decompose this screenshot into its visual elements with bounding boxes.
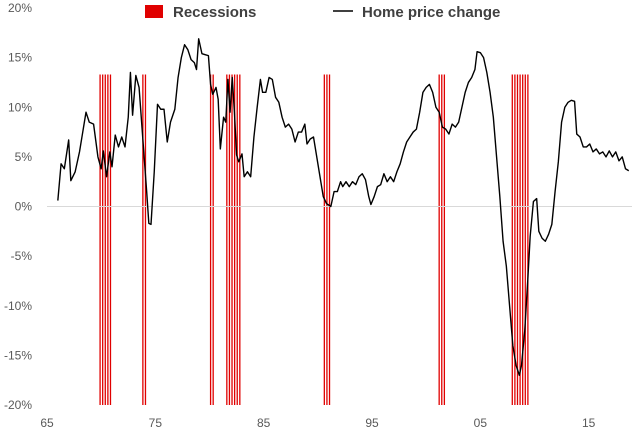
- legend: Recessions Home price change: [145, 4, 500, 21]
- recession-band-4: [226, 74, 241, 405]
- y-axis-tick-labels: -20% -15% -10% -5% 0% 5% 10% 15% 20%: [4, 1, 32, 412]
- legend-swatch-recessions: [145, 5, 163, 18]
- recession-band-6: [438, 74, 446, 405]
- y-tick-label: 0%: [15, 200, 33, 214]
- series-layer: [57, 38, 630, 376]
- y-tick-label: -5%: [11, 249, 33, 263]
- x-axis-tick-labels: 65 75 85 95 05 15: [40, 416, 595, 430]
- x-tick-label: 95: [365, 416, 379, 430]
- series-line-home-price-change: [57, 38, 630, 376]
- recession-band-3: [209, 74, 214, 405]
- y-tick-label: 10%: [8, 100, 32, 114]
- recession-band-1: [99, 74, 112, 405]
- x-tick-label: 75: [149, 416, 163, 430]
- x-tick-label: 05: [474, 416, 488, 430]
- x-tick-label: 65: [40, 416, 54, 430]
- recession-bands: [99, 74, 529, 405]
- recession-band-2: [142, 74, 147, 405]
- legend-label-recessions: Recessions: [173, 4, 256, 21]
- y-tick-label: -15%: [4, 348, 32, 362]
- legend-label-home-price-change: Home price change: [362, 4, 500, 21]
- y-tick-label: 20%: [8, 1, 32, 15]
- y-tick-label: 5%: [15, 150, 33, 164]
- y-tick-label: -20%: [4, 398, 32, 412]
- y-tick-label: -10%: [4, 299, 32, 313]
- x-tick-label: 15: [582, 416, 596, 430]
- y-tick-label: 15%: [8, 51, 32, 65]
- recession-band-5: [323, 74, 331, 405]
- x-tick-label: 85: [257, 416, 271, 430]
- recession-band-7: [511, 74, 529, 405]
